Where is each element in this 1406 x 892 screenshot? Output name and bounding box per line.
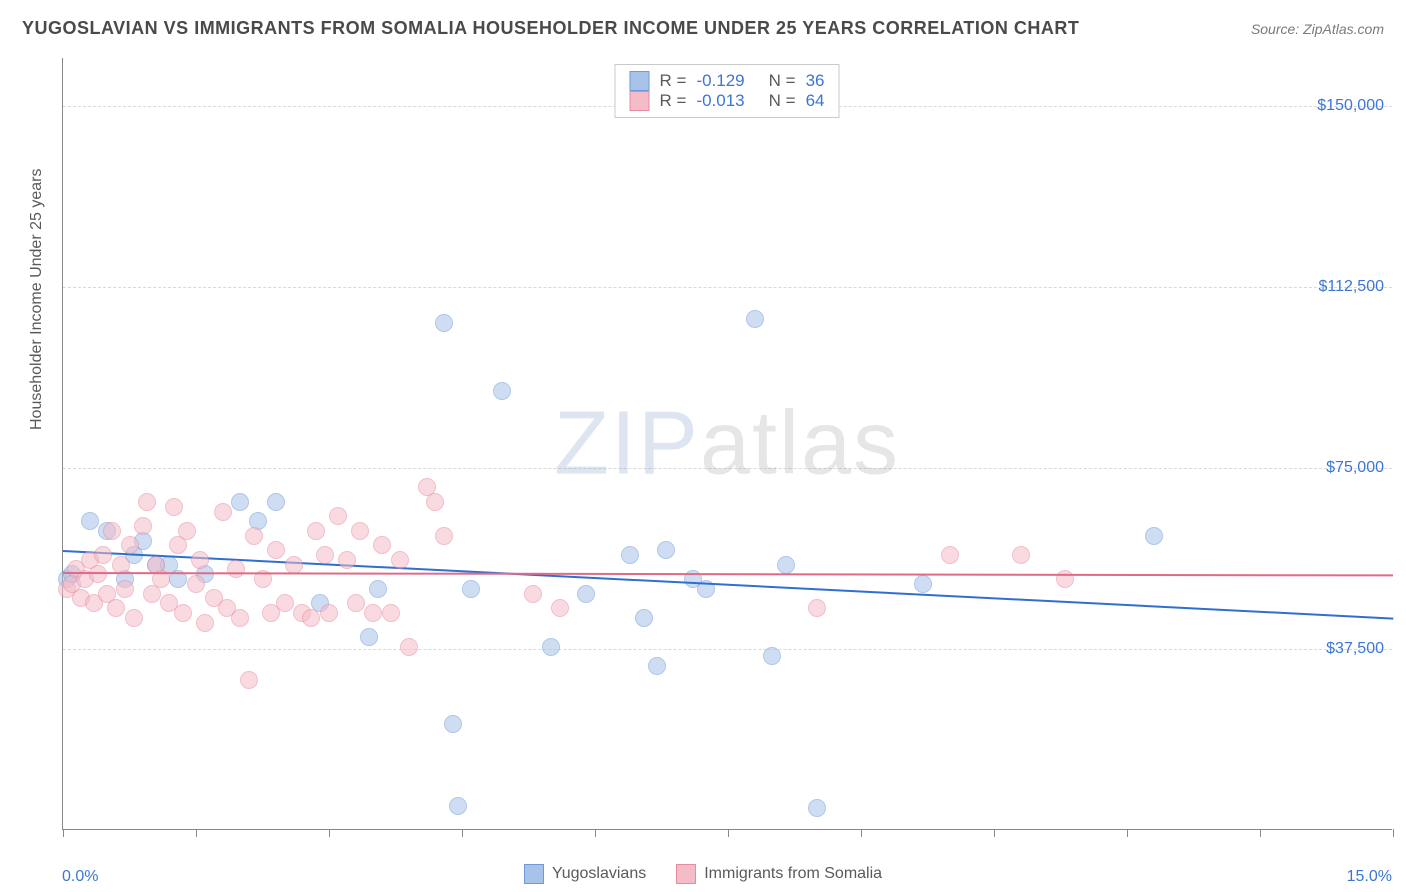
data-point (524, 585, 542, 603)
y-tick-label: $112,500 (1318, 278, 1384, 296)
data-point (746, 310, 764, 328)
data-point (621, 546, 639, 564)
legend-item: Immigrants from Somalia (676, 864, 882, 884)
data-point (267, 493, 285, 511)
data-point (187, 575, 205, 593)
data-point (1056, 570, 1074, 588)
data-point (648, 657, 666, 675)
data-point (302, 609, 320, 627)
data-point (81, 512, 99, 530)
data-point (178, 522, 196, 540)
data-point (542, 638, 560, 656)
chart-plot-area: $37,500$75,000$112,500$150,000 ZIPatlas … (62, 58, 1392, 830)
y-tick-label: $37,500 (1326, 640, 1384, 658)
y-tick-label: $75,000 (1326, 459, 1384, 477)
data-point (174, 604, 192, 622)
data-point (635, 609, 653, 627)
data-point (1145, 527, 1163, 545)
data-point (808, 599, 826, 617)
data-point (657, 541, 675, 559)
data-point (112, 556, 130, 574)
data-point (107, 599, 125, 617)
data-point (391, 551, 409, 569)
data-point (462, 580, 480, 598)
x-tick (1260, 829, 1261, 837)
x-tick (1127, 829, 1128, 837)
data-point (214, 503, 232, 521)
data-point (121, 536, 139, 554)
data-point (364, 604, 382, 622)
y-tick-label: $150,000 (1317, 97, 1384, 115)
chart-source: Source: ZipAtlas.com (1251, 21, 1384, 37)
correlation-stats-box: R = -0.129N = 36R = -0.013N = 64 (615, 64, 840, 118)
data-point (320, 604, 338, 622)
data-point (435, 527, 453, 545)
data-point (577, 585, 595, 603)
data-point (338, 551, 356, 569)
x-tick (861, 829, 862, 837)
data-point (285, 556, 303, 574)
data-point (89, 565, 107, 583)
data-point (103, 522, 121, 540)
x-tick (329, 829, 330, 837)
x-tick (462, 829, 463, 837)
series-legend: Yugoslavians Immigrants from Somalia (0, 864, 1406, 884)
stat-row: R = -0.129N = 36 (630, 71, 825, 91)
data-point (231, 493, 249, 511)
data-point (360, 628, 378, 646)
x-tick (63, 829, 64, 837)
y-axis-label: Householder Income Under 25 years (28, 169, 46, 430)
data-point (941, 546, 959, 564)
grid-line (63, 468, 1392, 469)
grid-line (63, 287, 1392, 288)
data-point (138, 493, 156, 511)
x-tick (994, 829, 995, 837)
stat-row: R = -0.013N = 64 (630, 91, 825, 111)
data-point (369, 580, 387, 598)
data-point (125, 609, 143, 627)
data-point (307, 522, 325, 540)
data-point (196, 614, 214, 632)
data-point (426, 493, 444, 511)
data-point (400, 638, 418, 656)
data-point (116, 580, 134, 598)
data-point (165, 498, 183, 516)
chart-title: YUGOSLAVIAN VS IMMIGRANTS FROM SOMALIA H… (22, 18, 1079, 39)
legend-item: Yugoslavians (524, 864, 646, 884)
data-point (316, 546, 334, 564)
data-point (231, 609, 249, 627)
data-point (1012, 546, 1030, 564)
x-tick (196, 829, 197, 837)
data-point (227, 560, 245, 578)
grid-line (63, 649, 1392, 650)
data-point (435, 314, 453, 332)
data-point (351, 522, 369, 540)
data-point (777, 556, 795, 574)
data-point (94, 546, 112, 564)
data-point (382, 604, 400, 622)
data-point (914, 575, 932, 593)
data-point (191, 551, 209, 569)
data-point (347, 594, 365, 612)
data-point (373, 536, 391, 554)
data-point (267, 541, 285, 559)
data-point (240, 671, 258, 689)
x-tick (595, 829, 596, 837)
data-point (449, 797, 467, 815)
data-point (329, 507, 347, 525)
x-tick (728, 829, 729, 837)
data-point (444, 715, 462, 733)
x-tick (1393, 829, 1394, 837)
data-point (808, 799, 826, 817)
data-point (134, 517, 152, 535)
data-point (245, 527, 263, 545)
data-point (551, 599, 569, 617)
data-point (763, 647, 781, 665)
data-point (276, 594, 294, 612)
data-point (493, 382, 511, 400)
